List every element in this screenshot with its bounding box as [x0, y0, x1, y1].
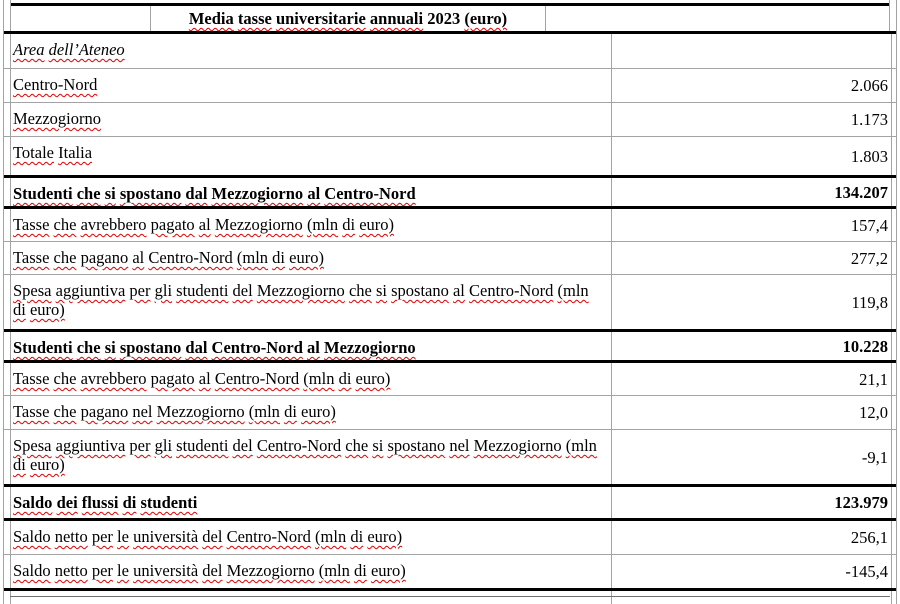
- right-gutter-cell: [891, 555, 898, 588]
- table-row: Totale Italia 1.803: [4, 137, 896, 178]
- table-title: Media tasse universitarie annuali 2023 (…: [151, 6, 546, 31]
- table-title-row: Media tasse universitarie annuali 2023 (…: [4, 3, 896, 34]
- table-row: Tasse che pagano al Centro-Nord (mln di …: [4, 242, 896, 275]
- table-row: Saldo netto per le università del Centro…: [4, 521, 896, 555]
- row-value: 157,4: [850, 215, 888, 235]
- left-gutter-cell: [4, 275, 11, 329]
- right-gutter-cell: [891, 137, 898, 175]
- left-gutter-cell: [4, 209, 11, 241]
- table-row: Spesa aggiuntiva per gli studenti del Me…: [4, 275, 896, 332]
- left-gutter-cell: [4, 103, 11, 136]
- row-label: Studenti che si spostano dal Mezzogiorno…: [11, 178, 612, 206]
- row-value: 1.173: [850, 110, 888, 129]
- row-value: 21,1: [859, 369, 888, 389]
- right-gutter-cell: [891, 103, 898, 136]
- left-gutter-cell: [4, 487, 11, 518]
- right-gutter-cell: [891, 487, 898, 518]
- table-row: Centro-Nord 2.066: [4, 69, 896, 103]
- left-gutter-cell: [4, 555, 11, 588]
- table-row: Area dell’Ateneo: [4, 34, 896, 69]
- university-fees-table: Media tasse universitarie annuali 2023 (…: [3, 0, 897, 604]
- table-bottom-hairline: [10, 596, 890, 597]
- right-gutter-cell: [891, 275, 898, 329]
- right-gutter-cell: [891, 242, 898, 274]
- left-gutter-cell: [4, 363, 11, 395]
- row-label: Tasse che avrebbero pagato al Centro-Nor…: [11, 363, 612, 395]
- table-row: Tasse che avrebbero pagato al Mezzogiorn…: [4, 209, 896, 242]
- row-value: 2.066: [850, 76, 888, 95]
- row-label: Totale Italia: [11, 137, 612, 175]
- row-value: -145,4: [845, 562, 888, 581]
- right-gutter-cell: [891, 34, 898, 68]
- row-value: 12,0: [859, 403, 888, 422]
- left-gutter-cell: [4, 0, 11, 3]
- left-gutter-cell: [4, 178, 11, 206]
- table-body: Area dell’Ateneo Centro-Nord 2.066 Mezzo…: [4, 34, 896, 591]
- left-gutter-cell: [4, 137, 11, 175]
- table-row: Studenti che si spostano dal Mezzogiorno…: [4, 178, 896, 209]
- title-empty-cell-right: [546, 6, 889, 31]
- right-gutter-cell: [891, 591, 898, 604]
- table-row: Mezzogiorno 1.173: [4, 103, 896, 137]
- row-label: Area dell’Ateneo: [11, 34, 612, 68]
- row-value: 256,1: [850, 528, 888, 547]
- top-margin-strip: [4, 0, 896, 3]
- row-label: Saldo netto per le università del Mezzog…: [11, 555, 612, 588]
- row-value: 134.207: [834, 182, 888, 202]
- left-gutter-cell: [4, 430, 11, 484]
- row-value: 119,8: [851, 292, 888, 312]
- table-row: Studenti che si spostano dal Centro-Nord…: [4, 332, 896, 363]
- right-gutter-cell: [891, 396, 898, 429]
- row-value: 277,2: [850, 248, 888, 268]
- bottom-partial-row: [4, 591, 896, 604]
- left-gutter-cell: [4, 69, 11, 102]
- right-gutter-cell: [891, 521, 898, 554]
- right-gutter-cell: [891, 430, 898, 484]
- left-gutter-cell: [4, 591, 11, 604]
- table-row: Spesa aggiuntiva per gli studenti del Ce…: [4, 430, 896, 487]
- right-gutter-cell: [891, 363, 898, 395]
- left-gutter-cell: [4, 521, 11, 554]
- left-gutter-cell: [4, 34, 11, 68]
- table-row: Saldo dei flussi di studenti 123.979: [4, 487, 896, 521]
- left-gutter-cell: [4, 242, 11, 274]
- row-label: Spesa aggiuntiva per gli studenti del Ce…: [11, 430, 612, 484]
- right-gutter-cell: [889, 0, 896, 3]
- right-gutter-cell: [891, 209, 898, 241]
- title-empty-cell-left: [11, 6, 151, 31]
- row-label: Mezzogiorno: [11, 103, 612, 136]
- row-label: Centro-Nord: [11, 69, 612, 102]
- right-gutter-cell: [889, 3, 896, 31]
- row-label: Tasse che pagano nel Mezzogiorno (mln di…: [11, 396, 612, 429]
- left-gutter-cell: [4, 3, 11, 31]
- row-label: Tasse che pagano al Centro-Nord (mln di …: [11, 242, 612, 274]
- row-label: Saldo netto per le università del Centro…: [11, 521, 612, 554]
- table-row: Saldo netto per le università del Mezzog…: [4, 555, 896, 591]
- left-gutter-cell: [4, 332, 11, 360]
- row-label: Saldo dei flussi di studenti: [11, 487, 612, 518]
- row-value: [612, 34, 891, 68]
- left-gutter-cell: [4, 396, 11, 429]
- right-gutter-cell: [891, 332, 898, 360]
- row-value: 1.803: [850, 146, 888, 166]
- right-gutter-cell: [891, 69, 898, 102]
- row-label: Spesa aggiuntiva per gli studenti del Me…: [11, 275, 612, 329]
- row-value: 10.228: [842, 336, 888, 356]
- right-gutter-cell: [891, 178, 898, 206]
- table-row: Tasse che avrebbero pagato al Centro-Nor…: [4, 363, 896, 396]
- row-label: Tasse che avrebbero pagato al Mezzogiorn…: [11, 209, 612, 241]
- row-label: Studenti che si spostano dal Centro-Nord…: [11, 332, 612, 360]
- table-row: Tasse che pagano nel Mezzogiorno (mln di…: [4, 396, 896, 430]
- row-value: -9,1: [861, 447, 888, 467]
- row-value: 123.979: [834, 493, 888, 512]
